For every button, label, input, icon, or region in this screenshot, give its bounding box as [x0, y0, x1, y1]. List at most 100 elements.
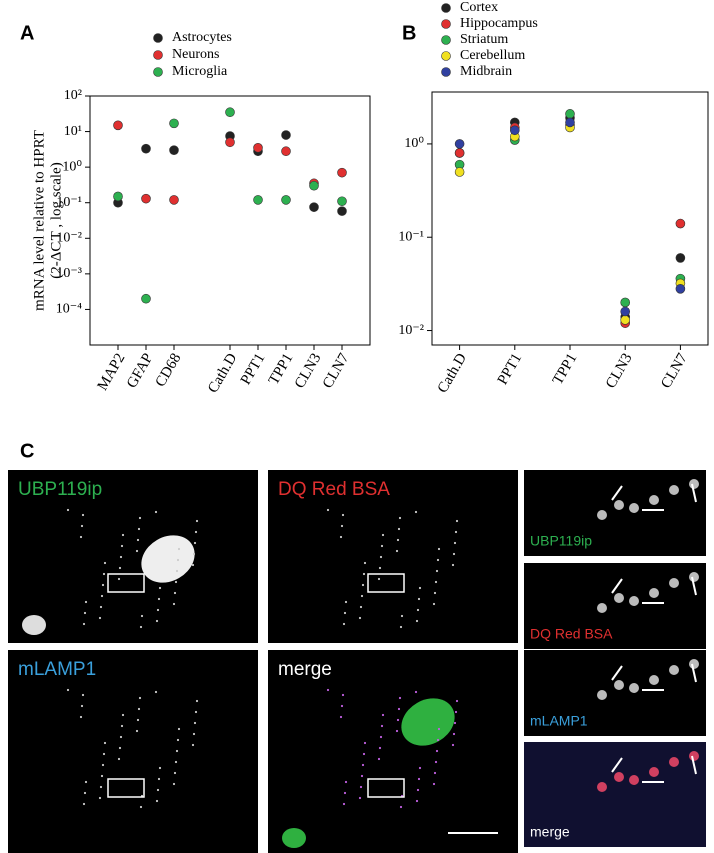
- lysosome: [649, 588, 659, 598]
- lysosome: [689, 572, 699, 582]
- puncta: [343, 791, 347, 795]
- puncta: [136, 538, 140, 542]
- puncta: [121, 533, 125, 537]
- puncta: [102, 572, 106, 576]
- puncta: [398, 696, 402, 700]
- puncta: [418, 766, 422, 770]
- puncta: [84, 780, 88, 784]
- legend-label: Midbrain: [460, 64, 512, 79]
- x-tick-label: PPT1: [495, 351, 526, 388]
- puncta: [417, 597, 421, 601]
- cell-features: [282, 688, 459, 848]
- puncta: [177, 727, 181, 731]
- puncta: [117, 577, 121, 581]
- arrow: [691, 483, 697, 503]
- lysosome: [629, 683, 639, 693]
- data-point: [454, 167, 465, 177]
- puncta: [399, 805, 403, 809]
- puncta: [176, 738, 180, 742]
- data-point: [509, 125, 520, 136]
- inset-micrograph: [524, 470, 706, 556]
- micrograph: [268, 650, 518, 853]
- puncta: [192, 552, 196, 556]
- puncta: [175, 569, 179, 573]
- puncta: [158, 586, 162, 590]
- x-tick-label: CLN7: [320, 350, 353, 391]
- x-tick-label: PPT1: [238, 351, 269, 388]
- data-point: [675, 284, 686, 294]
- puncta: [118, 746, 122, 750]
- image-label: merge: [278, 659, 332, 680]
- puncta: [194, 530, 198, 534]
- puncta: [99, 785, 103, 789]
- puncta: [339, 715, 343, 719]
- puncta: [158, 766, 162, 770]
- puncta: [82, 802, 86, 806]
- puncta: [154, 690, 158, 694]
- lysosome: [689, 751, 699, 761]
- puncta: [433, 591, 437, 595]
- arrow: [611, 665, 623, 681]
- puncta: [101, 583, 105, 587]
- puncta: [119, 735, 123, 739]
- puncta: [358, 796, 362, 800]
- legend-marker: [441, 3, 451, 13]
- legend-label: Astrocytes: [172, 30, 232, 45]
- puncta: [378, 746, 382, 750]
- lysosome: [629, 596, 639, 606]
- micrograph: [8, 470, 258, 643]
- data-point: [141, 143, 151, 154]
- roi-box: [367, 778, 405, 798]
- puncta: [100, 594, 104, 598]
- puncta: [100, 774, 104, 778]
- legend-marker: [153, 67, 163, 77]
- data-point: [620, 315, 631, 325]
- y-axis-label: mRNA level relative to HPRT: [31, 130, 47, 311]
- image-label: DQ Red BSA: [278, 479, 390, 500]
- inset-micrograph: [524, 563, 706, 649]
- puncta: [397, 527, 401, 531]
- puncta: [455, 699, 459, 703]
- cell-features: [66, 688, 199, 809]
- puncta: [455, 519, 459, 523]
- legend-marker: [441, 51, 451, 61]
- puncta: [139, 805, 143, 809]
- lysosome: [649, 495, 659, 505]
- y-tick-label: 10⁰: [62, 159, 82, 174]
- puncta: [380, 544, 384, 548]
- lysosome: [614, 772, 624, 782]
- puncta: [395, 549, 399, 553]
- puncta: [173, 771, 177, 775]
- puncta: [172, 782, 176, 786]
- puncta: [194, 710, 198, 714]
- inset-label: merge: [530, 824, 570, 840]
- cell-body: [282, 828, 306, 848]
- data-point: [454, 148, 465, 158]
- puncta: [451, 563, 455, 567]
- puncta: [362, 572, 366, 576]
- data-point: [113, 120, 123, 131]
- puncta: [360, 774, 364, 778]
- lysosome: [649, 675, 659, 685]
- legend-marker: [441, 67, 451, 77]
- puncta: [379, 555, 383, 559]
- puncta: [121, 713, 125, 717]
- puncta: [361, 583, 365, 587]
- puncta: [98, 616, 102, 620]
- puncta: [136, 718, 140, 722]
- lysosome: [669, 485, 679, 495]
- puncta: [80, 704, 84, 708]
- puncta: [140, 614, 144, 618]
- lysosome: [689, 659, 699, 669]
- puncta: [137, 527, 141, 531]
- puncta: [381, 713, 385, 717]
- puncta: [84, 600, 88, 604]
- puncta: [436, 558, 440, 562]
- puncta: [155, 619, 159, 623]
- puncta: [191, 743, 195, 747]
- panel-label: A: [20, 22, 34, 44]
- legend-marker: [441, 35, 451, 45]
- cell-features: [326, 508, 459, 629]
- y-axis-label: (2-ΔC T , log scale): [48, 162, 64, 278]
